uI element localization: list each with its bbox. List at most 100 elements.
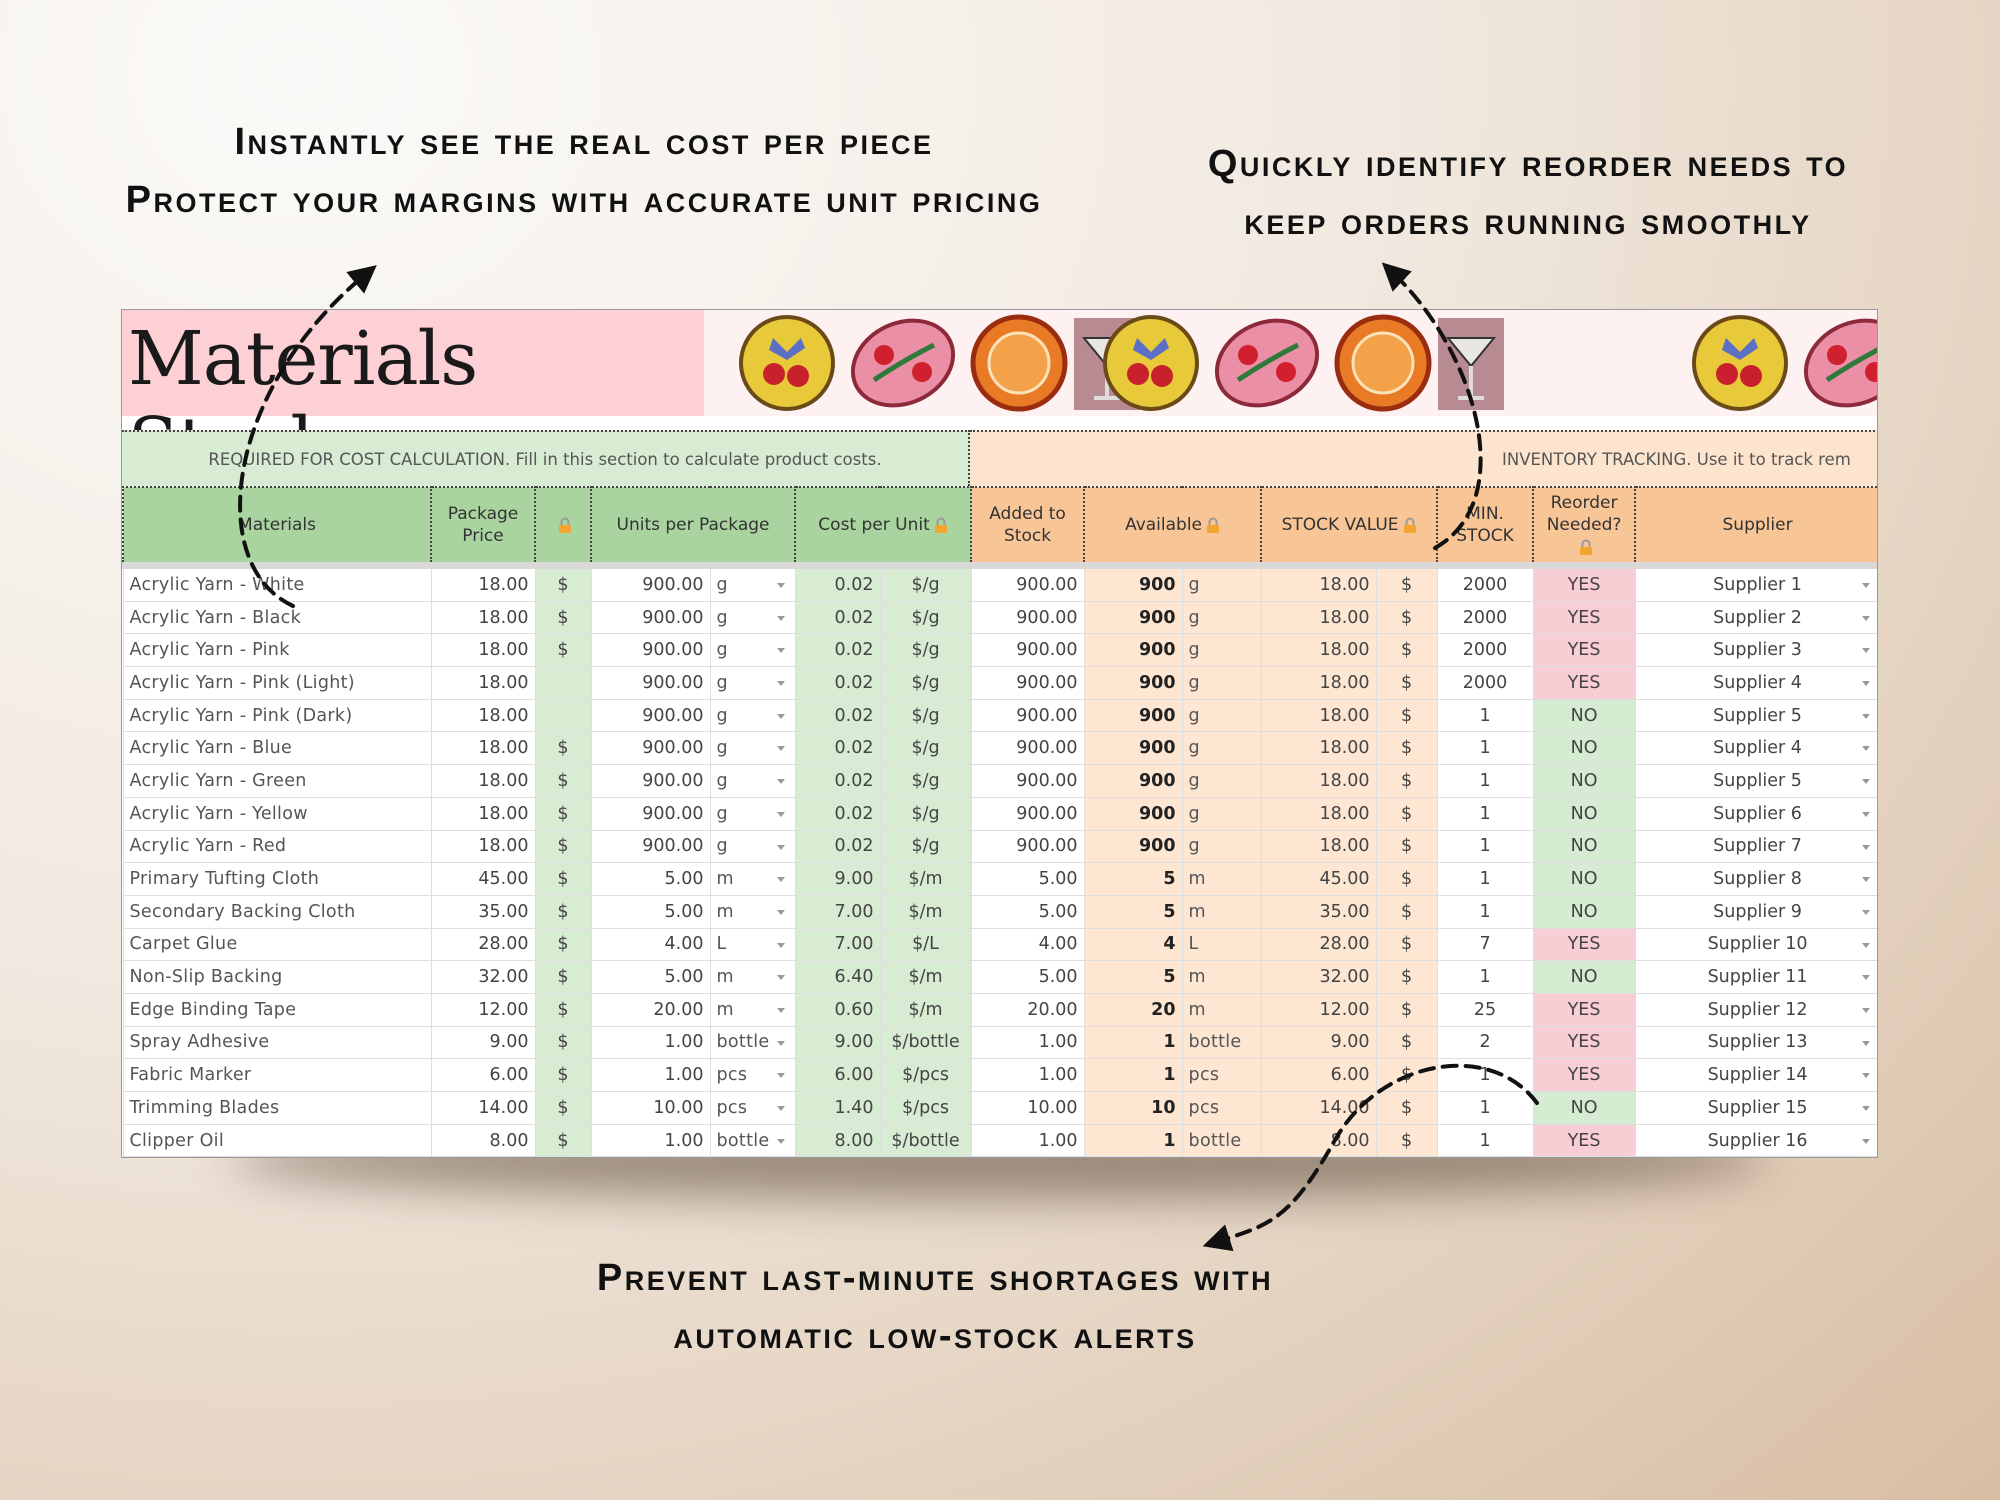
- cell-available: 1: [1083, 1025, 1183, 1060]
- cell-available: 5: [1083, 894, 1183, 929]
- cell-available: 900: [1083, 764, 1183, 798]
- arrow: [1381, 262, 1483, 550]
- cell-units: 900.00: [590, 731, 711, 766]
- cell-cost: 9.00: [794, 1025, 881, 1060]
- cell-material: Acrylic Yarn - Blue: [122, 731, 432, 766]
- cell-reorder: YES: [1532, 927, 1636, 962]
- cell-min: 2: [1436, 1025, 1534, 1060]
- cell-available: 900: [1083, 796, 1183, 831]
- cell-currency: $: [534, 565, 592, 602]
- cell-currency: $: [534, 927, 592, 962]
- column-header: MIN. STOCK: [1436, 486, 1535, 569]
- cell-min: 2000: [1436, 666, 1534, 700]
- cell-added: 900.00: [970, 633, 1085, 668]
- cell-unit: g: [709, 698, 796, 733]
- cell-material: Spray Adhesive: [122, 1025, 432, 1060]
- cell-available-unit: g: [1181, 829, 1262, 864]
- cell-supplier: Supplier 16: [1634, 1123, 1877, 1157]
- column-header: Materials: [122, 486, 432, 569]
- cell-value-currency: $: [1375, 829, 1438, 864]
- cell-cost: 6.40: [794, 960, 881, 994]
- cell-available: 1: [1083, 1123, 1183, 1157]
- cell-value-currency: $: [1375, 796, 1438, 831]
- cell-value: 18.00: [1260, 796, 1377, 831]
- cell-available: 10: [1083, 1091, 1183, 1125]
- cell-value: 18.00: [1260, 633, 1377, 668]
- cell-available-unit: pcs: [1181, 1058, 1262, 1092]
- cell-cost-unit: $/g: [879, 829, 972, 864]
- cell-min: 2000: [1436, 633, 1534, 668]
- cell-added: 1.00: [970, 1025, 1085, 1060]
- column-header: Cost per Unit: [794, 486, 973, 569]
- cell-currency: $: [534, 1123, 592, 1157]
- cell-available-unit: m: [1181, 960, 1262, 994]
- cell-available: 20: [1083, 992, 1183, 1027]
- section-note: INVENTORY TRACKING. Use it to track rem: [970, 430, 1877, 486]
- column-header: STOCK VALUE: [1260, 486, 1439, 569]
- cell-unit: g: [709, 829, 796, 864]
- cell-material: Primary Tufting Cloth: [122, 862, 432, 896]
- cell-available: 1: [1083, 1058, 1183, 1092]
- cell-currency: $: [534, 731, 592, 766]
- cell-supplier: Supplier 5: [1634, 764, 1877, 798]
- cell-value-currency: $: [1375, 1123, 1438, 1157]
- cell-value-currency: $: [1375, 600, 1438, 635]
- cell-value: 18.00: [1260, 731, 1377, 766]
- cell-currency: $: [534, 862, 592, 896]
- cell-cost-unit: $/g: [879, 764, 972, 798]
- cell-available-unit: g: [1181, 666, 1262, 700]
- cell-supplier: Supplier 1: [1634, 565, 1877, 602]
- spreadsheet: Materials Stock: [121, 309, 1878, 1158]
- cell-unit: g: [709, 565, 796, 602]
- cell-price: 18.00: [430, 796, 536, 831]
- cell-added: 10.00: [970, 1091, 1085, 1125]
- cell-price: 18.00: [430, 565, 536, 602]
- cell-min: 1: [1436, 1091, 1534, 1125]
- decorations: [704, 310, 1877, 416]
- cell-supplier: Supplier 9: [1634, 894, 1877, 929]
- column-header: Available: [1083, 486, 1263, 569]
- annotation: Quickly identify reorder needs to keep o…: [1128, 135, 1928, 251]
- cell-value: 12.00: [1260, 992, 1377, 1027]
- cell-cost-unit: $/m: [879, 862, 972, 896]
- cell-value-currency: $: [1375, 633, 1438, 668]
- cell-cost: 1.40: [794, 1091, 881, 1125]
- cell-currency: [534, 698, 592, 733]
- cell-available-unit: L: [1181, 927, 1262, 962]
- annotation-line: keep orders running smoothly: [1244, 201, 1812, 243]
- cell-added: 900.00: [970, 796, 1085, 831]
- cell-unit: bottle: [709, 1123, 796, 1157]
- cell-material: Acrylic Yarn - Pink (Dark): [122, 698, 432, 733]
- cell-value-currency: $: [1375, 992, 1438, 1027]
- cell-available: 900: [1083, 731, 1183, 766]
- cell-cost-unit: $/g: [879, 633, 972, 668]
- cell-unit: g: [709, 600, 796, 635]
- cell-unit: g: [709, 764, 796, 798]
- cell-value-currency: $: [1375, 565, 1438, 602]
- cell-supplier: Supplier 14: [1634, 1058, 1877, 1092]
- cell-unit: pcs: [709, 1058, 796, 1092]
- cell-reorder: NO: [1532, 894, 1636, 929]
- column-header: [534, 486, 592, 569]
- table-row: Trimming Blades 14.00 $10.00 pcs 1.40 $/pcs 10…: [122, 1091, 1877, 1125]
- cell-cost: 0.02: [794, 764, 881, 798]
- table-row: Carpet Glue 28.00 $4.00 L 7.00 $/L 4.00 4 L 28.00…: [122, 927, 1877, 962]
- cell-min: 1: [1436, 894, 1534, 929]
- cell-cost: 0.02: [794, 796, 881, 831]
- cell-price: 28.00: [430, 927, 536, 962]
- cell-currency: $: [534, 894, 592, 929]
- cell-value-currency: $: [1375, 1091, 1438, 1125]
- cell-available: 900: [1083, 600, 1183, 635]
- cell-available: 4: [1083, 927, 1183, 962]
- lock-icon: [1580, 539, 1593, 555]
- cell-reorder: NO: [1532, 862, 1636, 896]
- cell-available-unit: g: [1181, 633, 1262, 668]
- table-row: Primary Tufting Cloth 45.00 $5.00 m 9.00 $/m 5…: [122, 862, 1877, 896]
- table-row: Acrylic Yarn - White 18.00 $900.00 g 0.02 $/g…: [122, 565, 1877, 602]
- cell-cost-unit: $/bottle: [879, 1123, 972, 1157]
- table-row: Acrylic Yarn - Black 18.00 $900.00 g 0.02 $/g…: [122, 600, 1877, 635]
- cell-value-currency: $: [1375, 1025, 1438, 1060]
- cell-currency: [534, 666, 592, 700]
